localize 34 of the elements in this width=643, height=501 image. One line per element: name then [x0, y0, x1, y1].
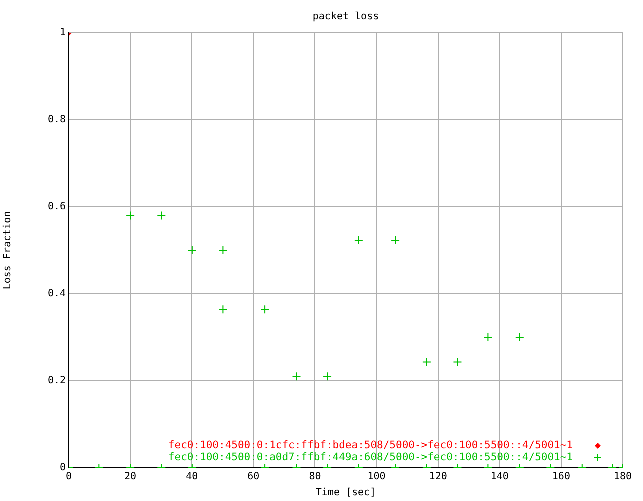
point [391, 236, 400, 245]
chart-title: packet loss [312, 12, 380, 23]
y-tick-label: 0.8 [48, 114, 66, 126]
y-tick-label: 1 [60, 28, 66, 39]
legend-label: fec0:100:4500:0:1cfc:ffbf:bdea:508/5000->fec0:100:5500::4/5001~1 [168, 440, 573, 452]
x-tick-label: 120 [429, 472, 448, 483]
point [515, 333, 524, 342]
x-tick-label: 100 [368, 472, 386, 483]
point [157, 211, 166, 220]
point [453, 358, 462, 367]
x-tick-label: 80 [309, 472, 322, 483]
point [126, 211, 136, 220]
x-tick-label: 180 [614, 472, 632, 483]
x-tick-label: 160 [552, 472, 570, 483]
point [323, 372, 332, 382]
point [354, 236, 364, 245]
point [260, 305, 270, 314]
point [422, 358, 432, 367]
point [218, 305, 228, 314]
point [484, 333, 493, 342]
point [188, 246, 197, 255]
y-tick-label: 0.4 [48, 288, 66, 300]
x-tick-label: 40 [186, 472, 198, 483]
point [218, 246, 228, 255]
legend-label: fec0:100:4500:0:a0d7:ffbf:449a:608/5000->fec0:100:5500::4/5001~1 [168, 452, 573, 464]
point [292, 372, 302, 382]
x-tick-label: 60 [248, 472, 260, 483]
x-tick-label: 20 [124, 472, 137, 483]
x-axis-title: Time [sec] [316, 488, 376, 499]
x-tick-label: 140 [490, 472, 509, 483]
y-tick-label: 0.6 [48, 202, 66, 213]
y-axis-title: Loss Fraction [2, 211, 14, 290]
y-tick-label: 0.2 [48, 376, 66, 387]
y-tick-label: 0 [60, 462, 66, 474]
